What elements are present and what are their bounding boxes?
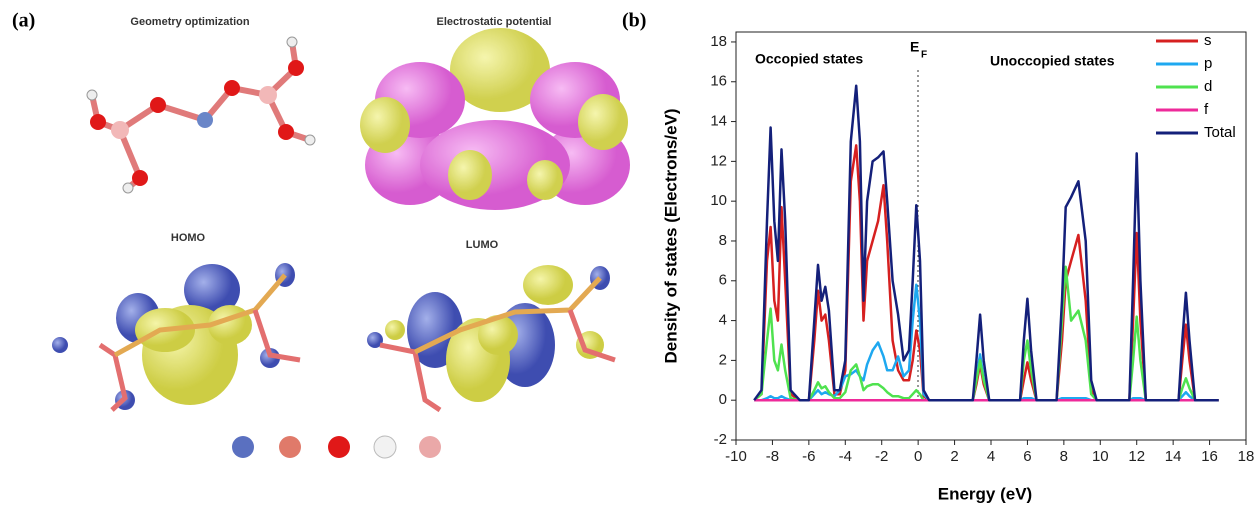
x-tick-label: 16 [1201, 448, 1218, 465]
series-line [753, 144, 1219, 402]
x-axis-title: Energy (eV) [938, 484, 1032, 503]
annotation: Unoccopied states [990, 53, 1115, 69]
x-tick-label: 14 [1165, 448, 1182, 465]
y-tick-label: 6 [719, 272, 727, 289]
panel-title: Geometry optimization [130, 16, 249, 28]
x-tick-label: 18 [1238, 448, 1255, 465]
legend-label: p [1204, 55, 1212, 72]
panel-label: (a) [12, 10, 35, 32]
annotation: Occopied states [755, 51, 863, 67]
legend-label: f [1204, 101, 1209, 118]
y-tick-label: -2 [714, 431, 727, 448]
legend-label: Total [1204, 124, 1236, 141]
x-tick-label: 0 [914, 448, 922, 465]
x-tick-label: -10 [725, 448, 747, 465]
x-tick-label: -6 [802, 448, 815, 465]
x-tick-label: -8 [766, 448, 779, 465]
y-axis-title: Density of states (Electrons/eV) [661, 108, 680, 363]
x-tick-label: 4 [987, 448, 995, 465]
y-tick-label: 0 [719, 391, 727, 408]
x-tick-label: 12 [1128, 448, 1145, 465]
y-tick-label: 8 [719, 232, 727, 249]
x-tick-label: -2 [875, 448, 888, 465]
panel-a: (a) Geometry optimization Electrostatic … [12, 10, 630, 459]
x-tick-label: 6 [1023, 448, 1031, 465]
molecule [86, 36, 316, 194]
annotation: F [921, 50, 927, 61]
y-tick-label: 2 [719, 351, 727, 368]
legend-label: d [1204, 78, 1212, 95]
lumo-orbital [367, 265, 616, 413]
element-legend [232, 435, 441, 459]
panel-title: Electrostatic potential [437, 16, 552, 28]
plot-frame [735, 31, 1247, 441]
y-tick-label: 10 [710, 192, 727, 209]
x-tick-label: 8 [1060, 448, 1068, 465]
y-tick-label: 4 [719, 312, 727, 329]
homo-orbital [52, 263, 301, 412]
y-tick-label: 16 [710, 73, 727, 90]
legend-label: s [1204, 32, 1212, 49]
series-line [753, 84, 1219, 402]
esp-surface [360, 28, 630, 210]
panel-title: LUMO [466, 239, 499, 251]
panel-title: HOMO [171, 232, 206, 244]
x-tick-label: -4 [839, 448, 852, 465]
x-tick-label: 2 [950, 448, 958, 465]
y-tick-label: 18 [710, 33, 727, 50]
y-tick-label: 12 [710, 152, 727, 169]
annotation: E [910, 39, 919, 55]
x-tick-label: 10 [1092, 448, 1109, 465]
panel-label: (b) [622, 10, 646, 32]
y-tick-label: 14 [710, 113, 727, 130]
